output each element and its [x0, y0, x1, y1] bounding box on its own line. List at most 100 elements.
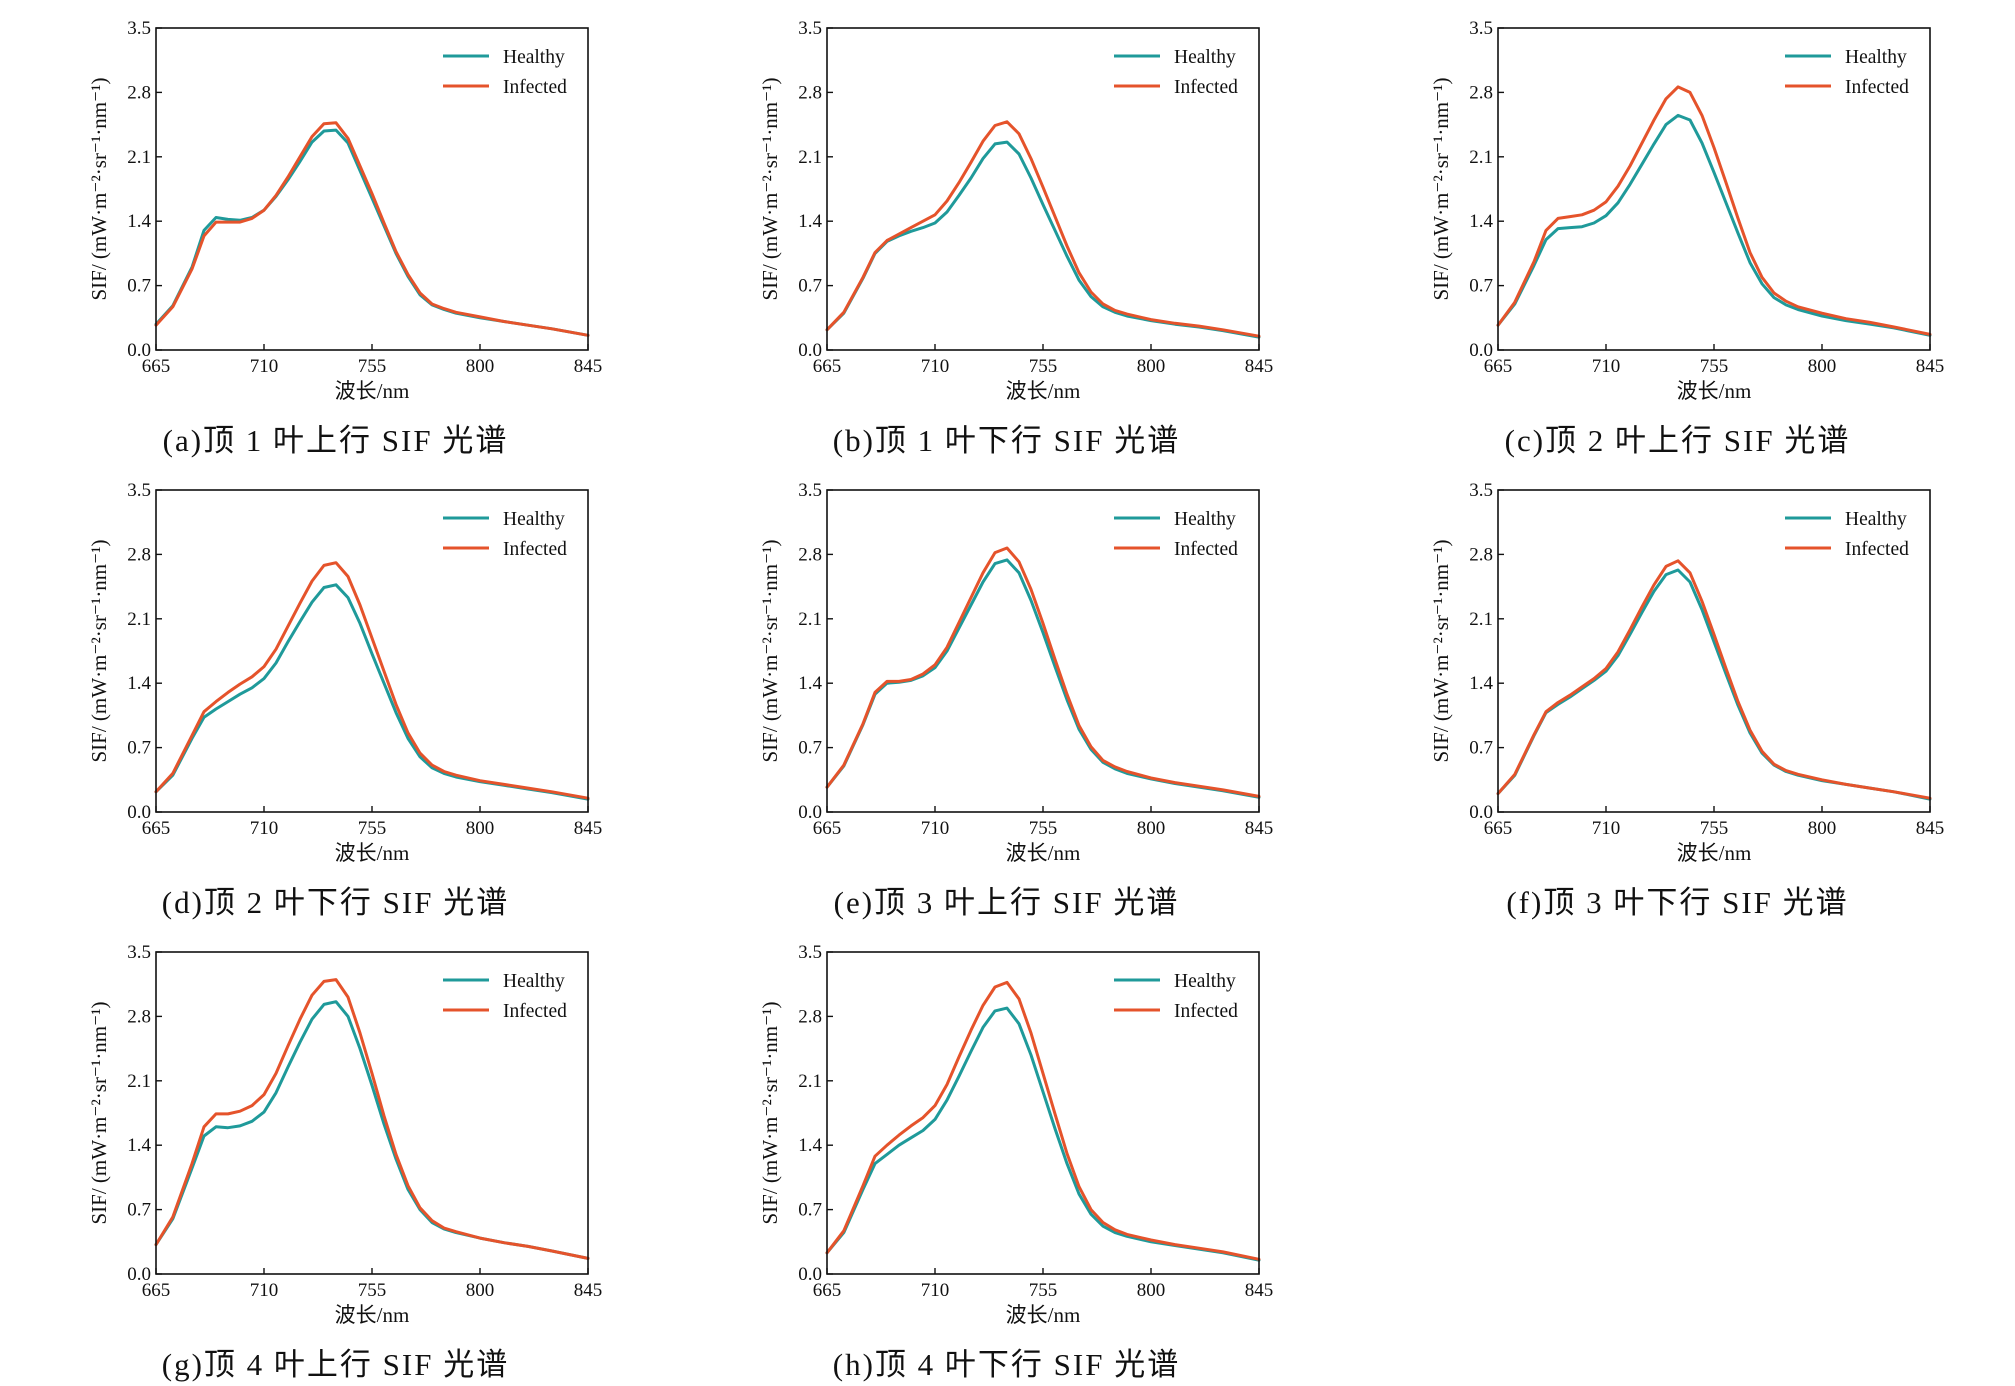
y-tick-label: 2.1: [798, 1071, 822, 1092]
x-axis-title: 波长/nm: [1006, 841, 1081, 865]
legend-label-healthy: Healthy: [503, 971, 565, 992]
y-tick-label: 0.0: [798, 1264, 822, 1285]
x-tick-label: 710: [1592, 818, 1621, 839]
series-line-healthy: [1496, 568, 1932, 801]
panel-caption: (g)顶 4 叶上行 SIF 光谱: [161, 1347, 510, 1382]
legend-label-healthy: Healthy: [1174, 47, 1236, 68]
legend-label-infected: Infected: [1174, 77, 1238, 98]
x-tick-label: 755: [1700, 356, 1729, 377]
x-tick-label: 800: [466, 818, 495, 839]
y-tick-label: 3.5: [127, 480, 151, 501]
x-tick-label: 845: [1245, 818, 1274, 839]
series-line-infected: [825, 546, 1261, 798]
y-tick-label: 2.8: [798, 544, 822, 565]
panel-caption: (b)顶 1 叶下行 SIF 光谱: [832, 423, 1181, 458]
chart-panel-5: 665 710 755 800 845 0.0 0.7 1.4 2.1 2.8 3.5 波长/nm SI…: [671, 462, 1342, 924]
x-tick-label: 665: [1484, 818, 1513, 839]
y-tick-label: 0.7: [127, 738, 151, 759]
y-tick-label: 3.5: [798, 942, 822, 963]
y-axis-title: SIF/ (mW·m⁻²·sr⁻¹·nm⁻¹): [758, 1001, 782, 1224]
y-tick-label: 2.8: [1469, 544, 1493, 565]
x-axis-title: 波长/nm: [335, 841, 410, 865]
chart-svg: 665 710 755 800 845 0.0 0.7 1.4 2.1 2.8 3.5 波长/nm SI…: [758, 18, 1274, 403]
x-tick-label: 755: [358, 1280, 387, 1301]
x-tick-label: 710: [250, 356, 279, 377]
series-line-healthy: [1496, 113, 1932, 337]
y-tick-label: 0.7: [1469, 276, 1493, 297]
y-tick-label: 1.4: [1469, 673, 1493, 694]
y-tick-label: 0.0: [798, 340, 822, 361]
x-tick-label: 665: [142, 1280, 171, 1301]
x-tick-label: 845: [1245, 356, 1274, 377]
x-tick-label: 800: [466, 356, 495, 377]
chart-panel-8: 665 710 755 800 845 0.0 0.7 1.4 2.1 2.8 3.5 波长/nm SI…: [671, 924, 1342, 1386]
y-tick-label: 3.5: [127, 942, 151, 963]
y-tick-label: 3.5: [1469, 480, 1493, 501]
series-line-infected: [154, 121, 590, 337]
panel-caption: (a)顶 1 叶上行 SIF 光谱: [162, 423, 509, 458]
x-axis-title: 波长/nm: [335, 1303, 410, 1327]
legend-label-healthy: Healthy: [503, 47, 565, 68]
y-tick-label: 0.0: [127, 1264, 151, 1285]
x-tick-label: 710: [250, 818, 279, 839]
y-tick-label: 2.1: [1469, 147, 1493, 168]
x-tick-label: 845: [574, 1280, 603, 1301]
chart-panel-7: 665 710 755 800 845 0.0 0.7 1.4 2.1 2.8 3.5 波长/nm SI…: [0, 924, 671, 1386]
panel-caption: (c)顶 2 叶上行 SIF 光谱: [1504, 423, 1851, 458]
y-tick-label: 0.0: [127, 340, 151, 361]
x-axis-title: 波长/nm: [1677, 841, 1752, 865]
legend-label-infected: Infected: [503, 539, 567, 560]
chart-panel-2: 665 710 755 800 845 0.0 0.7 1.4 2.1 2.8 3.5 波长/nm SI…: [671, 0, 1342, 462]
series-line-healthy: [154, 128, 590, 337]
chart-panel-3: 665 710 755 800 845 0.0 0.7 1.4 2.1 2.8 3.5 波长/nm SI…: [1342, 0, 2013, 462]
y-tick-label: 0.0: [1469, 802, 1493, 823]
y-tick-label: 2.1: [127, 147, 151, 168]
series-line-healthy: [154, 583, 590, 801]
legend-label-healthy: Healthy: [503, 509, 565, 530]
series-line-infected: [154, 978, 590, 1260]
x-tick-label: 755: [1029, 818, 1058, 839]
y-tick-label: 2.8: [127, 544, 151, 565]
chart-svg: 665 710 755 800 845 0.0 0.7 1.4 2.1 2.8 3.5 波长/nm SI…: [87, 942, 603, 1327]
x-tick-label: 845: [1916, 818, 1945, 839]
chart-panel-1: 665 710 755 800 845 0.0 0.7 1.4 2.1 2.8 3.5 波长/nm SI…: [0, 0, 671, 462]
legend-label-infected: Infected: [1845, 77, 1909, 98]
legend-label-healthy: Healthy: [1174, 509, 1236, 530]
x-tick-label: 845: [574, 818, 603, 839]
y-tick-label: 0.7: [798, 276, 822, 297]
x-tick-label: 665: [813, 1280, 842, 1301]
y-tick-label: 2.1: [798, 609, 822, 630]
x-tick-label: 845: [1245, 1280, 1274, 1301]
series-line-infected: [825, 120, 1261, 338]
x-tick-label: 755: [1029, 356, 1058, 377]
y-tick-label: 1.4: [1469, 211, 1493, 232]
series-line-healthy: [825, 1006, 1261, 1262]
y-tick-label: 3.5: [798, 18, 822, 39]
x-axis-title: 波长/nm: [1006, 1303, 1081, 1327]
x-axis-title: 波长/nm: [1677, 379, 1752, 403]
x-tick-label: 755: [358, 356, 387, 377]
x-tick-label: 755: [358, 818, 387, 839]
y-tick-label: 0.0: [798, 802, 822, 823]
chart-panel-6: 665 710 755 800 845 0.0 0.7 1.4 2.1 2.8 3.5 波长/nm SI…: [1342, 462, 2013, 924]
x-tick-label: 665: [142, 356, 171, 377]
chart-svg: 665 710 755 800 845 0.0 0.7 1.4 2.1 2.8 3.5 波长/nm SI…: [758, 942, 1274, 1327]
x-tick-label: 800: [1137, 818, 1166, 839]
y-axis-title: SIF/ (mW·m⁻²·sr⁻¹·nm⁻¹): [758, 77, 782, 300]
series-line-infected: [154, 561, 590, 800]
panel-caption: (h)顶 4 叶下行 SIF 光谱: [832, 1347, 1181, 1382]
legend-label-healthy: Healthy: [1845, 509, 1907, 530]
y-tick-label: 2.1: [1469, 609, 1493, 630]
legend-label-healthy: Healthy: [1174, 971, 1236, 992]
y-tick-label: 1.4: [127, 1135, 151, 1156]
x-tick-label: 755: [1700, 818, 1729, 839]
panel-caption: (e)顶 3 叶上行 SIF 光谱: [833, 885, 1180, 920]
x-tick-label: 800: [1808, 818, 1837, 839]
x-tick-label: 665: [142, 818, 171, 839]
y-tick-label: 1.4: [798, 211, 822, 232]
legend-label-infected: Infected: [503, 1001, 567, 1022]
panel-caption: (d)顶 2 叶下行 SIF 光谱: [161, 885, 510, 920]
x-tick-label: 800: [1808, 356, 1837, 377]
y-tick-label: 3.5: [1469, 18, 1493, 39]
x-tick-label: 755: [1029, 1280, 1058, 1301]
